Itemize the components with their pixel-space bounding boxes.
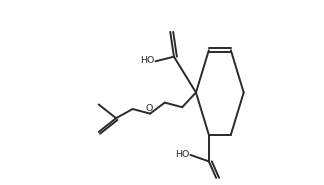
Text: HO: HO (175, 149, 190, 159)
Text: HO: HO (140, 56, 155, 65)
Text: O: O (145, 104, 153, 113)
